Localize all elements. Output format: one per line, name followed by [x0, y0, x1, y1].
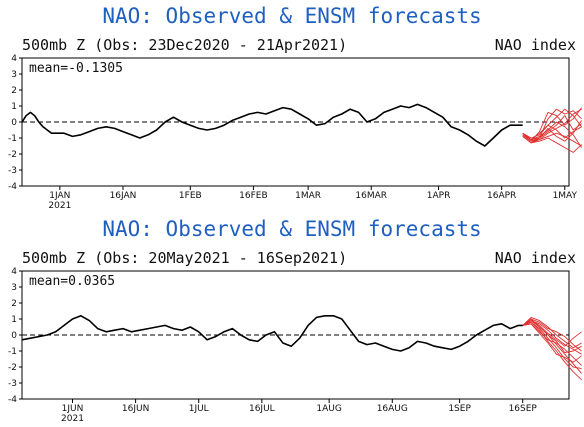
x-tick-label: 1JUN [62, 404, 84, 414]
y-tick-label: 1 [11, 102, 17, 112]
x-tick-label: 16SEP [509, 404, 538, 414]
y-tick-label: -2 [8, 363, 17, 373]
y-tick-label: 0 [11, 331, 17, 341]
nao-panel-top: NAO: Observed & ENSM forecasts 500mb Z (… [0, 0, 584, 213]
x-tick-label: 16MAR [355, 191, 387, 201]
chart-title: NAO: Observed & ENSM forecasts [102, 4, 482, 28]
x-tick-label: 1FEB [179, 191, 202, 201]
chart-title: NAO: Observed & ENSM forecasts [102, 217, 482, 241]
y-tick-label: 3 [11, 70, 17, 80]
observed-nao-line [21, 103, 523, 147]
x-tick-year-label: 2021 [48, 201, 71, 211]
forecast-member-line [522, 318, 582, 352]
y-tick-label: -3 [8, 379, 17, 389]
x-tick-label: 16AUG [377, 404, 408, 414]
x-tick-label: 1SEP [448, 404, 471, 414]
y-tick-label: -2 [8, 150, 17, 160]
forecast-member-line [522, 321, 582, 370]
x-tick-label: 1JUL [189, 404, 209, 414]
mean-label: mean=0.0365 [29, 274, 115, 289]
forecast-member-line [522, 107, 582, 142]
y-tick-label: 3 [11, 283, 17, 293]
x-tick-label: 1MAY [553, 191, 578, 201]
x-tick-label: 16FEB [239, 191, 268, 201]
x-tick-label: 1AUG [316, 404, 341, 414]
y-tick-label: -3 [8, 166, 17, 176]
forecast-member-line [522, 120, 582, 142]
y-tick-label: -4 [8, 395, 17, 405]
y-tick-label: -1 [8, 347, 17, 357]
x-tick-label: 16APR [487, 191, 516, 201]
x-tick-label: 1MAR [295, 191, 321, 201]
y-tick-label: 4 [11, 54, 17, 64]
nao-panel-bottom: NAO: Observed & ENSM forecasts 500mb Z (… [0, 213, 584, 427]
forecast-member-line [522, 316, 582, 349]
forecast-member-line [522, 108, 582, 144]
x-tick-label: 16JUN [122, 404, 149, 414]
y-tick-label: 2 [11, 299, 17, 309]
chart-index-label: NAO index [494, 36, 576, 54]
x-tick-label: 1JAN [49, 191, 70, 201]
chart-index-label: NAO index [494, 249, 576, 267]
y-tick-label: 2 [11, 86, 17, 96]
y-tick-label: 1 [11, 315, 17, 325]
x-tick-label: 1APR [427, 191, 451, 201]
y-tick-label: 4 [11, 267, 17, 277]
forecast-member-line [522, 108, 582, 141]
chart-subtitle: 500mb Z (Obs: 23Dec2020 - 21Apr2021) [22, 36, 348, 54]
x-tick-year-label: 2021 [61, 414, 84, 424]
x-tick-label: 16JAN [110, 191, 137, 201]
forecast-member-line [522, 124, 582, 139]
mean-label: mean=-0.1305 [29, 61, 123, 76]
y-tick-label: 0 [11, 118, 17, 128]
forecast-member-line [522, 323, 582, 363]
forecast-member-line [522, 318, 582, 374]
x-tick-label: 16JUL [249, 404, 275, 414]
y-tick-label: -1 [8, 134, 17, 144]
forecast-member-line [522, 320, 582, 354]
y-tick-label: -4 [8, 182, 17, 192]
observed-nao-line [21, 315, 523, 352]
chart-subtitle: 500mb Z (Obs: 20May2021 - 16Sep2021) [22, 249, 348, 267]
